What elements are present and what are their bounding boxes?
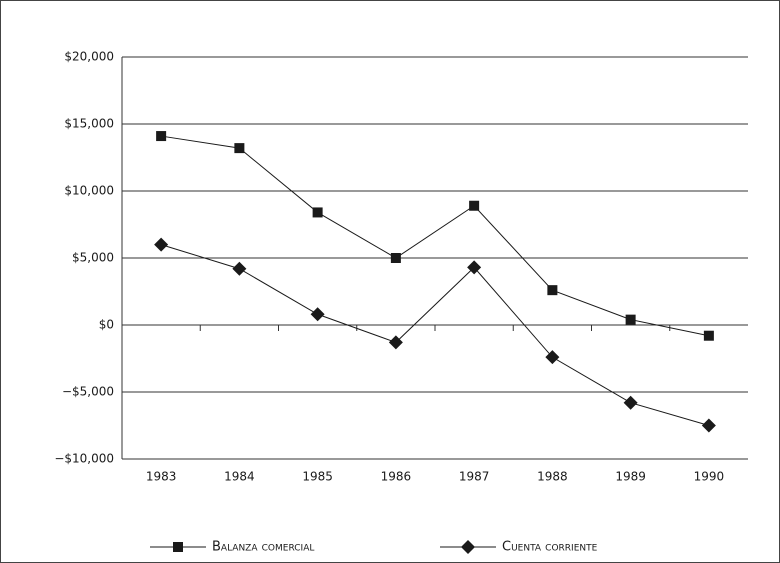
x-tick-label: 1989	[615, 470, 646, 484]
marker	[467, 260, 482, 275]
marker	[701, 418, 716, 433]
x-tick-label: 1986	[381, 470, 412, 484]
marker	[625, 314, 636, 325]
marker	[469, 200, 480, 211]
x-tick-label: 1990	[694, 470, 725, 484]
legend-label: Balanza comercial	[212, 540, 314, 555]
marker	[234, 143, 245, 154]
y-tick-label: −$10,000	[54, 452, 114, 466]
marker	[703, 330, 714, 341]
marker	[390, 253, 401, 263]
marker	[547, 285, 558, 296]
marker	[461, 540, 475, 554]
y-tick-label: $5,000	[72, 251, 114, 265]
marker	[388, 335, 403, 350]
marker	[623, 395, 638, 410]
marker	[545, 350, 560, 365]
x-tick-label: 1988	[537, 470, 568, 484]
marker	[310, 307, 325, 322]
marker	[232, 261, 247, 276]
y-tick-label: −$5,000	[62, 385, 114, 399]
marker	[156, 131, 167, 142]
y-tick-label: $0	[99, 318, 114, 332]
y-tick-label: $20,000	[64, 50, 114, 64]
x-tick-label: 1985	[302, 470, 333, 484]
marker	[173, 542, 183, 552]
series-line	[160, 244, 710, 426]
marker	[312, 207, 323, 218]
x-tick-label: 1984	[224, 470, 255, 484]
marker	[154, 237, 169, 252]
x-tick-label: 1983	[146, 470, 177, 484]
y-tick-label: $10,000	[64, 184, 114, 198]
legend-label: Cuenta corriente	[502, 540, 598, 555]
x-tick-label: 1987	[459, 470, 490, 484]
y-tick-label: $15,000	[64, 117, 114, 131]
series-line	[161, 135, 709, 337]
